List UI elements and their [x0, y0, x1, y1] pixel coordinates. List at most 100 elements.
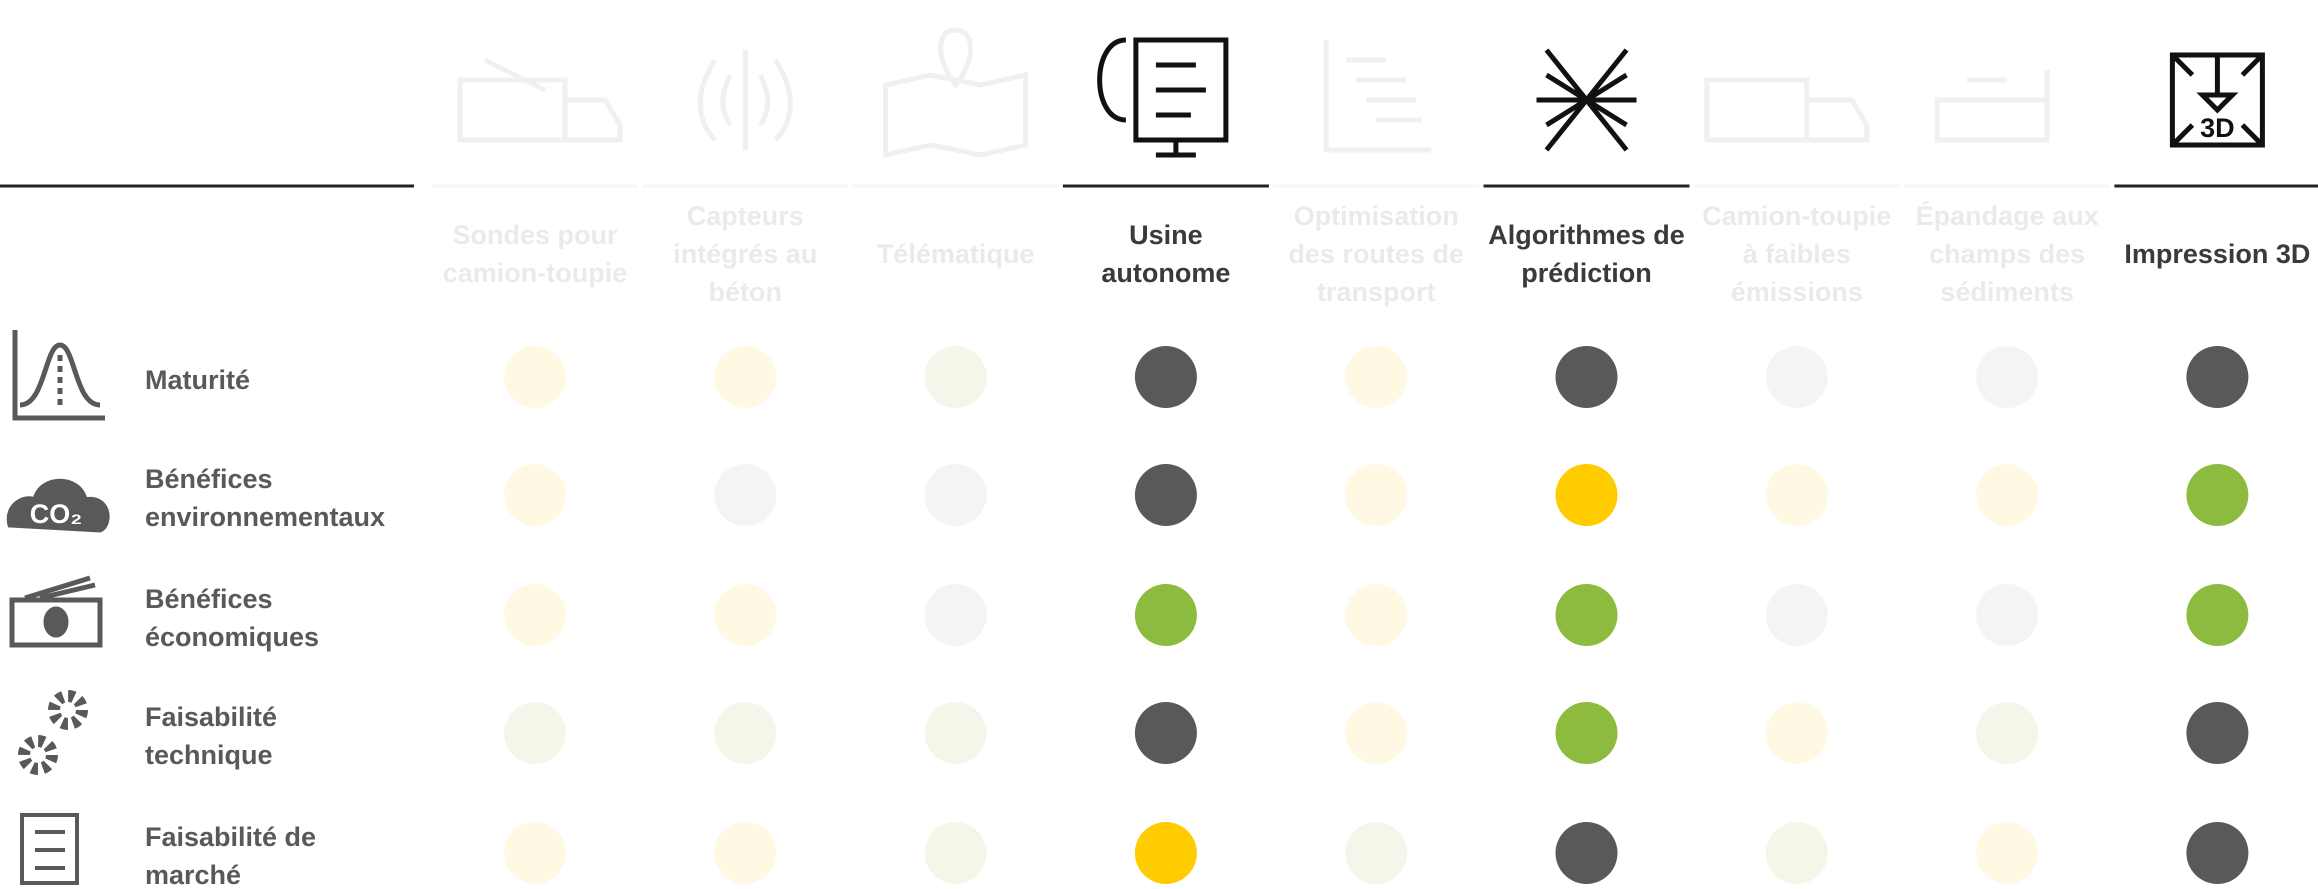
status-dot: [924, 822, 987, 884]
column-label: Sondes pour: [452, 220, 617, 250]
status-dot: [1134, 464, 1197, 526]
column-label: Épandage aux: [1916, 200, 2099, 231]
row-label: marché: [145, 860, 241, 889]
status-dot: [1765, 584, 1828, 646]
column: Capteurs intégrés au béton: [642, 50, 849, 884]
status-dot: [2186, 584, 2249, 646]
status-dot: [1765, 346, 1828, 408]
status-dot: [1345, 346, 1408, 408]
column-label: transport: [1317, 277, 1436, 307]
status-dot: [504, 464, 566, 526]
tech-icon: [697, 50, 793, 150]
status-dot: [1345, 702, 1408, 764]
status-dot: [504, 822, 566, 884]
column-label: champs des: [1929, 239, 2085, 269]
status-dot: [504, 346, 566, 408]
row-label: environnementaux: [145, 502, 385, 532]
column-label: Impression 3D: [2124, 239, 2310, 269]
status-dot: [2186, 464, 2249, 526]
tech-icon: [1704, 77, 1870, 143]
row-label: Bénéfices: [145, 464, 273, 494]
tech-icon: [1097, 37, 1229, 158]
column-label: Usine: [1129, 220, 1203, 250]
status-dot: [1976, 822, 2039, 884]
status-dot: [924, 346, 987, 408]
status-dot: [1555, 702, 1618, 764]
column-label: Algorithmes de: [1488, 220, 1685, 250]
checklist-icon: [20, 813, 79, 885]
column: Optimisation des routes de transport: [1273, 40, 1480, 884]
column: Algorithmes de prédiction: [1483, 48, 1690, 884]
status-dot: [714, 346, 777, 408]
status-dot: [1555, 822, 1618, 884]
status-dot: [1555, 584, 1618, 646]
column-label: sédiments: [1940, 277, 2074, 307]
status-dot: [924, 464, 987, 526]
column-label: Capteurs: [687, 201, 804, 231]
tech-icon: [2169, 52, 2265, 148]
column: Camion-toupie à faibles émissions: [1693, 77, 1900, 884]
row-label: économiques: [145, 622, 319, 652]
row-label: Bénéfices: [145, 584, 273, 614]
money-icon: [9, 597, 103, 648]
column: 3D Impression 3D: [2114, 52, 2318, 884]
status-dot: [714, 822, 777, 884]
status-dot: [1345, 464, 1408, 526]
status-dot: [1976, 346, 2039, 408]
column-label: des routes de: [1288, 239, 1464, 269]
tech-icon: [1934, 70, 2050, 143]
column-label: émissions: [1731, 277, 1863, 307]
status-dot: [2186, 822, 2249, 884]
gear-icon: [48, 690, 88, 730]
status-dot: [924, 584, 987, 646]
column-label: intégrés au: [673, 239, 817, 269]
money-icon-coin: [43, 606, 69, 638]
column-label: autonome: [1101, 258, 1230, 288]
status-dot: [1134, 702, 1197, 764]
status-dot: [1765, 464, 1828, 526]
column: Télématique: [852, 27, 1059, 884]
row-label: Maturité: [145, 365, 250, 395]
status-dot: [1555, 346, 1618, 408]
column: Usine autonome: [1062, 37, 1269, 884]
status-dot: [1765, 822, 1828, 884]
row-icons: [6, 330, 110, 885]
column-label: Camion-toupie: [1702, 201, 1891, 231]
row-label: Faisabilité: [145, 702, 277, 732]
status-dot: [1345, 584, 1408, 646]
co2-label: CO₂: [30, 499, 83, 529]
cloud-icon: [6, 478, 110, 533]
tech-icon: [1323, 40, 1432, 153]
status-dot: [714, 702, 777, 764]
status-dot: [714, 584, 777, 646]
status-dot: [1976, 584, 2039, 646]
tech-icon: [1536, 48, 1637, 152]
status-dot: [1345, 822, 1408, 884]
tech-icon: [457, 57, 623, 143]
status-dot: [1134, 822, 1197, 884]
icon-label: 3D: [2200, 113, 2235, 143]
row-label: Faisabilité de: [145, 822, 316, 852]
status-dot: [1976, 702, 2039, 764]
column-label: à faibles: [1743, 239, 1851, 269]
gear-icon: [18, 735, 58, 775]
status-dot: [714, 464, 777, 526]
column-label: prédiction: [1521, 258, 1652, 288]
status-dot: [1134, 584, 1197, 646]
column: Épandage aux champs des sédiments: [1904, 70, 2111, 884]
column-label: Télématique: [877, 239, 1035, 269]
status-dot: [1134, 346, 1197, 408]
status-dot: [2186, 346, 2249, 408]
column-label: camion-toupie: [443, 258, 628, 288]
column-label: béton: [709, 277, 783, 307]
status-dot: [1976, 464, 2039, 526]
status-dot: [1555, 464, 1618, 526]
checklist-icon-lines: [35, 830, 65, 870]
status-dot: [504, 584, 566, 646]
status-dot: [1765, 702, 1828, 764]
maturity-icon: [12, 330, 105, 421]
column-label: Optimisation: [1294, 201, 1459, 231]
status-dot: [924, 702, 987, 764]
status-dot: [2186, 702, 2249, 764]
